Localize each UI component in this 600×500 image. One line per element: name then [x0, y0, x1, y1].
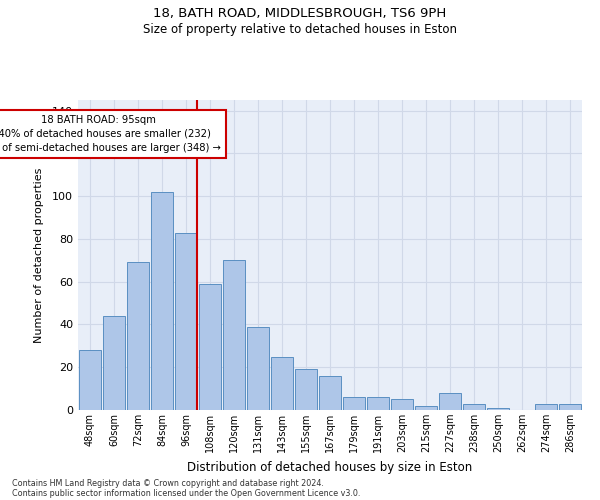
- Bar: [127, 262, 149, 410]
- Text: Size of property relative to detached houses in Eston: Size of property relative to detached ho…: [143, 22, 457, 36]
- Y-axis label: Number of detached properties: Number of detached properties: [34, 168, 44, 342]
- Text: 18, BATH ROAD, MIDDLESBROUGH, TS6 9PH: 18, BATH ROAD, MIDDLESBROUGH, TS6 9PH: [154, 8, 446, 20]
- Text: Contains HM Land Registry data © Crown copyright and database right 2024.: Contains HM Land Registry data © Crown c…: [12, 478, 324, 488]
- Bar: [199, 284, 221, 410]
- Bar: [367, 397, 389, 410]
- Text: Contains public sector information licensed under the Open Government Licence v3: Contains public sector information licen…: [12, 488, 361, 498]
- Text: 18 BATH ROAD: 95sqm
← 40% of detached houses are smaller (232)
60% of semi-detac: 18 BATH ROAD: 95sqm ← 40% of detached ho…: [0, 115, 221, 153]
- Bar: [175, 232, 197, 410]
- Bar: [463, 404, 485, 410]
- Bar: [319, 376, 341, 410]
- Bar: [415, 406, 437, 410]
- Bar: [295, 370, 317, 410]
- Bar: [247, 326, 269, 410]
- Bar: [79, 350, 101, 410]
- Bar: [271, 356, 293, 410]
- Bar: [559, 404, 581, 410]
- Bar: [487, 408, 509, 410]
- Bar: [535, 404, 557, 410]
- Bar: [151, 192, 173, 410]
- Bar: [343, 397, 365, 410]
- Bar: [103, 316, 125, 410]
- Bar: [223, 260, 245, 410]
- Bar: [439, 393, 461, 410]
- Bar: [391, 400, 413, 410]
- X-axis label: Distribution of detached houses by size in Eston: Distribution of detached houses by size …: [187, 460, 473, 473]
